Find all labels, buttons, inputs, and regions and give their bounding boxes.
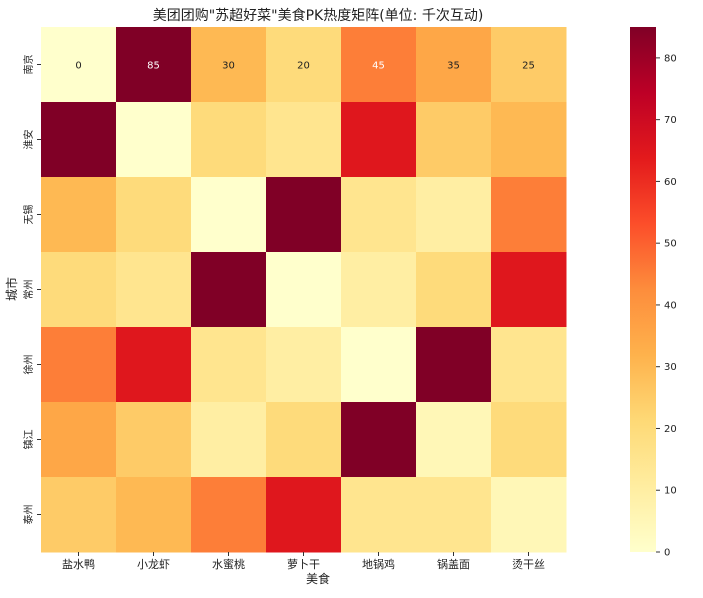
heatmap-cell-徐州-锅盖面	[416, 327, 492, 403]
heatmap-cell-泰州-盐水鸭	[41, 477, 117, 553]
heatmap-cell-徐州-萝卜干	[266, 327, 342, 403]
heatmap-cell-淮安-盐水鸭	[41, 102, 117, 178]
heatmap-cell-南京-水蜜桃	[191, 27, 267, 103]
x-tick-label: 萝卜干	[287, 558, 320, 571]
heatmap-cell-南京-盐水鸭	[41, 27, 117, 103]
colorbar-tick-label: 60	[664, 177, 677, 188]
heatmap-cell-无锡-盐水鸭	[41, 177, 117, 253]
heatmap-cell-无锡-地锅鸡	[341, 177, 417, 253]
heatmap-cell-labels: 0 85 30 20 45 35 25	[75, 61, 535, 72]
colorbar-tick-label: 70	[664, 115, 677, 126]
colorbar-tick-label: 40	[664, 300, 677, 311]
heatmap-cell-常州-锅盖面	[416, 252, 492, 328]
heatmap-cell-南京-小龙虾	[116, 27, 192, 103]
x-tick-label: 地锅鸡	[362, 557, 395, 571]
x-tick-label: 盐水鸭	[62, 558, 95, 571]
colorbar-ticks: 0 10 20 30 40 50 60 70 80	[656, 53, 677, 559]
heatmap-cell-无锡-水蜜桃	[191, 177, 267, 253]
heatmap-cell-徐州-烫干丝	[491, 327, 567, 403]
heatmap-cell-泰州-小龙虾	[116, 477, 192, 553]
heatmap-cell-南京-地锅鸡	[341, 27, 417, 103]
heatmap-cell-常州-萝卜干	[266, 252, 342, 328]
chart-title: 美团团购"苏超好菜"美食PK热度矩阵(单位: 千次互动)	[153, 7, 484, 24]
colorbar-tick-label: 80	[664, 53, 677, 64]
heatmap-cell-淮安-萝卜干	[266, 102, 342, 178]
colorbar-tick-label: 30	[664, 362, 677, 373]
colorbar-tick-label: 10	[664, 486, 677, 497]
heatmap-cell-镇江-萝卜干	[266, 402, 342, 478]
cell-value-label: 45	[372, 61, 385, 72]
heatmap-cell-泰州-烫干丝	[491, 477, 567, 553]
heatmap-cell-常州-烫干丝	[491, 252, 567, 328]
heatmap-cell-淮安-小龙虾	[116, 102, 192, 178]
heatmap-cell-淮安-锅盖面	[416, 102, 492, 178]
y-tick-label: 淮安	[22, 130, 35, 150]
heatmap-cell-南京-锅盖面	[416, 27, 492, 103]
heatmap-cell-南京-萝卜干	[266, 27, 342, 103]
cell-value-label: 0	[75, 61, 81, 72]
y-tick-label: 无锡	[22, 205, 35, 225]
heatmap-cell-无锡-锅盖面	[416, 177, 492, 253]
y-tick-label: 常州	[22, 280, 35, 300]
heatmap-cell-镇江-烫干丝	[491, 402, 567, 478]
heatmap-cell-泰州-萝卜干	[266, 477, 342, 553]
heatmap-cell-镇江-小龙虾	[116, 402, 192, 478]
heatmap-cell-常州-水蜜桃	[191, 252, 267, 328]
x-axis-label: 美食	[306, 571, 330, 586]
heatmap-cell-镇江-水蜜桃	[191, 402, 267, 478]
colorbar	[630, 27, 656, 552]
cell-value-label: 25	[522, 61, 535, 72]
y-tick-label: 镇江	[22, 430, 35, 450]
heatmap-cell-无锡-小龙虾	[116, 177, 192, 253]
heatmap-cell-无锡-烫干丝	[491, 177, 567, 253]
heatmap-cells	[41, 27, 567, 553]
heatmap-cell-镇江-地锅鸡	[341, 402, 417, 478]
y-tick-label: 泰州	[22, 505, 35, 525]
heatmap-cell-镇江-盐水鸭	[41, 402, 117, 478]
x-tick-label: 锅盖面	[437, 557, 470, 571]
heatmap-cell-徐州-小龙虾	[116, 327, 192, 403]
cell-value-label: 30	[222, 61, 235, 72]
x-tick-labels: 盐水鸭 小龙虾 水蜜桃 萝卜干 地锅鸡 锅盖面 烫干丝	[62, 552, 545, 571]
y-tick-label: 南京	[22, 55, 35, 75]
heatmap-cell-淮安-地锅鸡	[341, 102, 417, 178]
heatmap-cell-无锡-萝卜干	[266, 177, 342, 253]
heatmap-cell-常州-地锅鸡	[341, 252, 417, 328]
y-axis-label: 城市	[4, 277, 19, 301]
cell-value-label: 35	[447, 61, 460, 72]
heatmap-cell-泰州-地锅鸡	[341, 477, 417, 553]
y-tick-label: 徐州	[22, 355, 35, 375]
colorbar-tick-label: 50	[664, 239, 677, 250]
heatmap-cell-常州-小龙虾	[116, 252, 192, 328]
heatmap-cell-徐州-盐水鸭	[41, 327, 117, 403]
x-tick-label: 小龙虾	[137, 558, 170, 571]
heatmap-cell-常州-盐水鸭	[41, 252, 117, 328]
colorbar-tick-label: 20	[664, 424, 677, 435]
heatmap-cell-徐州-水蜜桃	[191, 327, 267, 403]
heatmap-cell-南京-烫干丝	[491, 27, 567, 103]
heatmap-cell-泰州-锅盖面	[416, 477, 492, 553]
heatmap-cell-淮安-水蜜桃	[191, 102, 267, 178]
colorbar-tick-label: 0	[664, 548, 670, 559]
heatmap-cell-镇江-锅盖面	[416, 402, 492, 478]
cell-value-label: 85	[147, 61, 160, 72]
heatmap-cell-徐州-地锅鸡	[341, 327, 417, 403]
cell-value-label: 20	[297, 61, 310, 72]
heatmap-cell-淮安-烫干丝	[491, 102, 567, 178]
heatmap-cell-泰州-水蜜桃	[191, 477, 267, 553]
x-tick-label: 水蜜桃	[212, 557, 245, 571]
x-tick-label: 烫干丝	[512, 558, 545, 571]
